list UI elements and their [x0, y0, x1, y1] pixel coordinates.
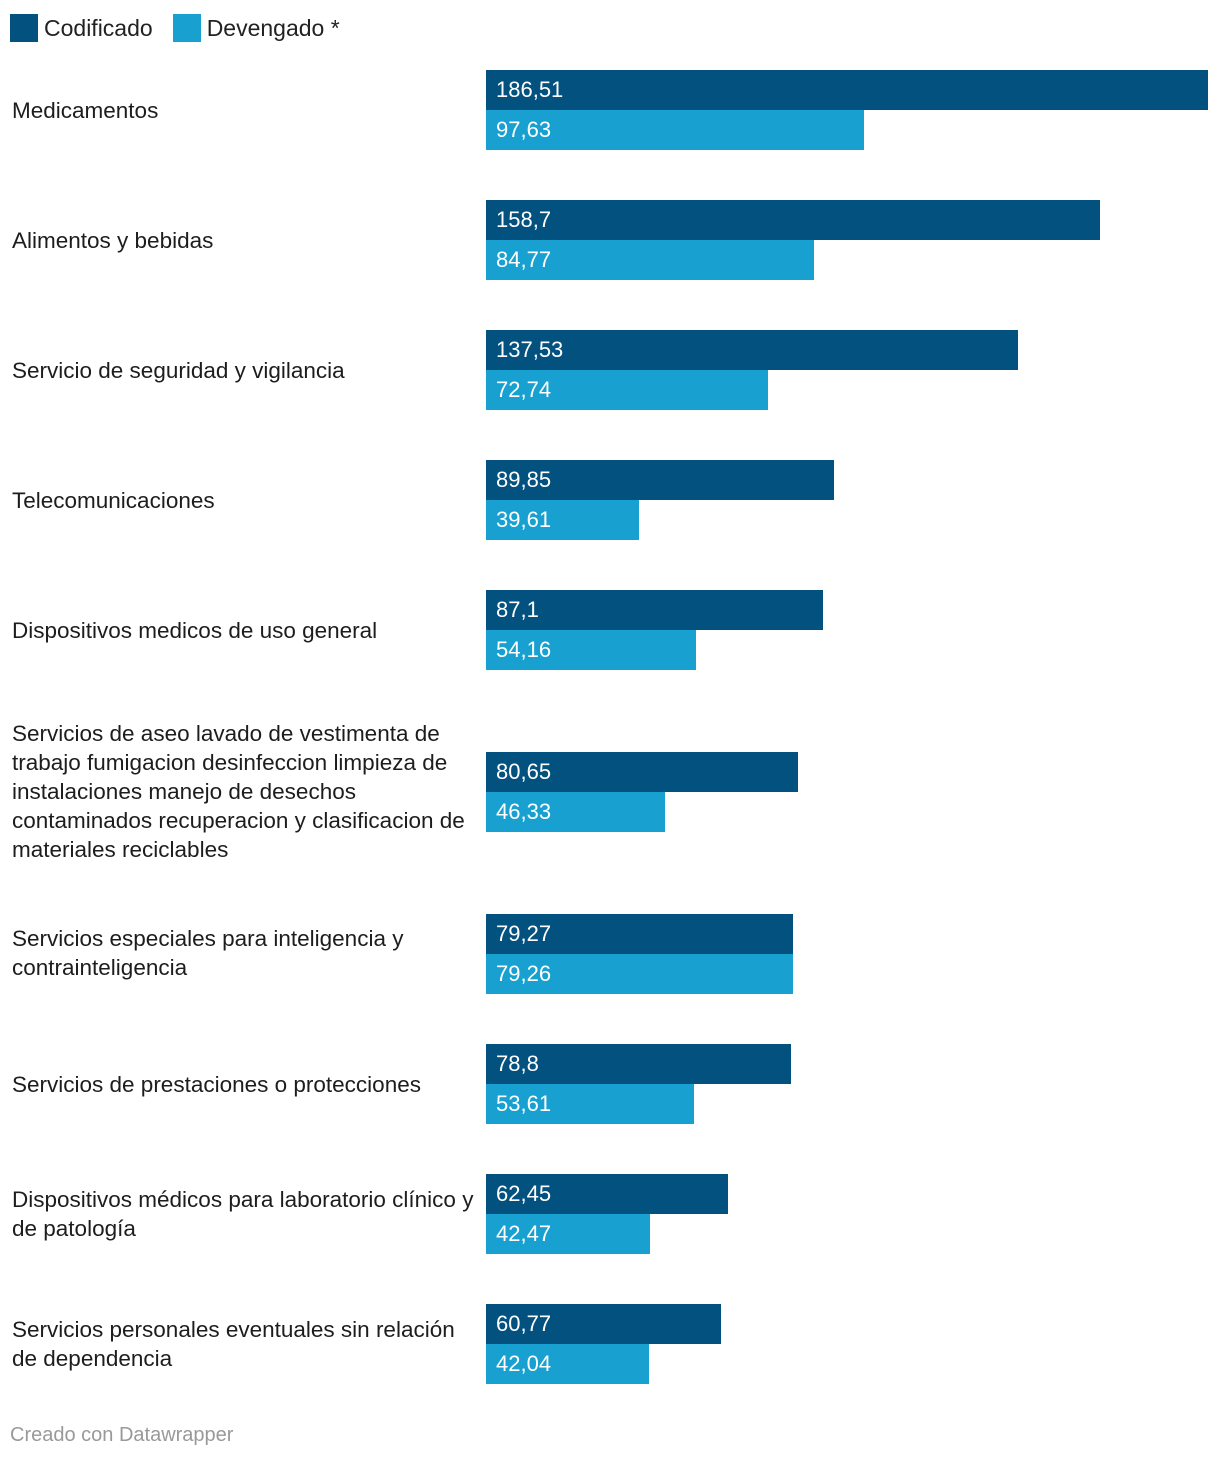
bar-value-label: 60,77	[496, 1311, 552, 1336]
bar-devengado: 79,26	[486, 954, 793, 994]
bar-devengado: 54,16	[486, 630, 696, 670]
bar-value-label: 62,45	[496, 1181, 552, 1206]
legend-label-devengado: Devengado *	[206, 15, 340, 41]
bar-value-label: 42,47	[496, 1221, 552, 1246]
bar-value-label: 54,16	[496, 637, 552, 662]
bar-value-label: 39,61	[496, 507, 552, 532]
bar-value-label: 186,51	[496, 77, 564, 102]
bar-value-label: 84,77	[496, 247, 552, 272]
bar-value-label: 53,61	[496, 1091, 552, 1116]
chart-legend: Codificado Devengado *	[10, 14, 360, 42]
bar-devengado: 72,74	[486, 370, 768, 410]
bar-value-label: 42,04	[496, 1351, 552, 1376]
bar-value-label: 78,8	[496, 1051, 539, 1076]
bar-value-label: 89,85	[496, 467, 552, 492]
bar-codificado: 186,51	[486, 70, 1208, 110]
bar-codificado: 62,45	[486, 1174, 728, 1214]
category-label: Medicamentos	[12, 97, 159, 123]
bar-codificado: 60,77	[486, 1304, 721, 1344]
bar-codificado: 137,53	[486, 330, 1018, 370]
category-label: Servicios de prestaciones o protecciones	[12, 1071, 421, 1097]
bar-value-label: 97,63	[496, 117, 552, 142]
bar-codificado: 89,85	[486, 460, 834, 500]
bar-value-label: 79,26	[496, 961, 552, 986]
legend-swatch-codificado	[10, 14, 38, 42]
bar-codificado: 87,1	[486, 590, 823, 630]
bar-devengado: 39,61	[486, 500, 639, 540]
legend-item-codificado: Codificado	[10, 14, 153, 42]
legend-swatch-devengado	[172, 14, 201, 42]
category-label: Servicios de aseo lavado de vestimenta d…	[12, 720, 465, 862]
bar-devengado: 53,61	[486, 1084, 694, 1124]
bar-codificado: 158,7	[486, 200, 1100, 240]
category-label: Servicios especiales para inteligencia y…	[12, 926, 404, 980]
legend-item-devengado: Devengado *	[172, 14, 340, 42]
bar-codificado: 80,65	[486, 752, 798, 792]
bar-value-label: 137,53	[496, 337, 564, 362]
bar-devengado: 42,47	[486, 1214, 650, 1254]
bar-value-label: 158,7	[496, 207, 552, 232]
bar-value-label: 80,65	[496, 759, 552, 784]
category-label: Servicios personales eventuales sin rela…	[12, 1317, 455, 1371]
category-label: Dispositivos médicos para laboratorio cl…	[12, 1187, 474, 1241]
bar-devengado: 42,04	[486, 1344, 649, 1384]
legend-label-codificado: Codificado	[44, 15, 153, 41]
category-label: Servicio de seguridad y vigilancia	[12, 357, 345, 383]
bar-chart: Medicamentos 186,51 97,63 Alimentos y bebid…	[12, 70, 1208, 1384]
category-label: Telecomunicaciones	[12, 487, 215, 513]
bar-value-label: 79,27	[496, 921, 552, 946]
category-label: Alimentos y bebidas	[12, 227, 214, 253]
footer-credit: Creado con Datawrapper	[10, 1424, 234, 1446]
bar-codificado: 79,27	[486, 914, 793, 954]
bar-value-label: 72,74	[496, 377, 552, 402]
bar-value-label: 46,33	[496, 799, 552, 824]
bar-codificado: 78,8	[486, 1044, 791, 1084]
bar-devengado: 84,77	[486, 240, 814, 280]
bar-devengado: 46,33	[486, 792, 665, 832]
bar-value-label: 87,1	[496, 597, 539, 622]
bar-devengado: 97,63	[486, 110, 864, 150]
category-label: Dispositivos medicos de uso general	[12, 617, 378, 643]
